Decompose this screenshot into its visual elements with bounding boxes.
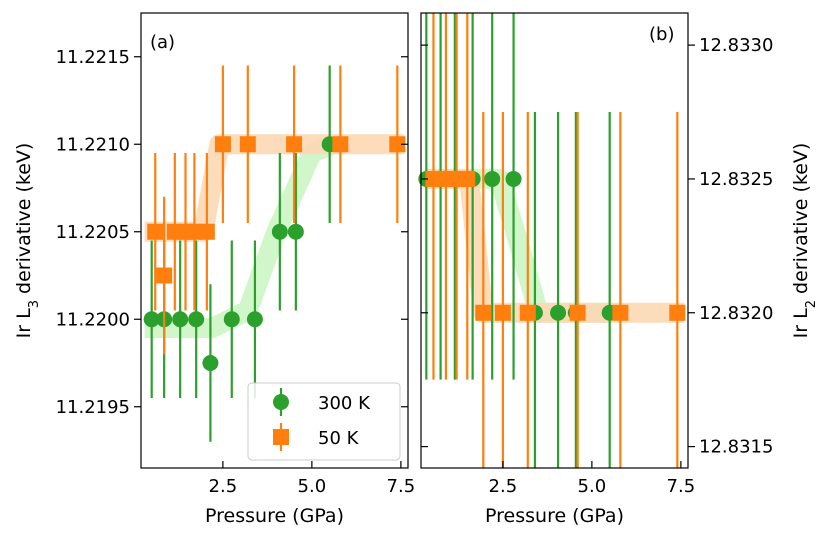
- panel-b-y-tick-label-1: 12.8320: [699, 303, 773, 324]
- legend-300k-marker: [273, 394, 289, 410]
- legend-300k-label: 300 K: [318, 393, 371, 414]
- panel-b-50k-point-9: [669, 304, 686, 321]
- panel-b-50k-point-3: [459, 170, 476, 187]
- panel-a-x-tick-label-0: 2.5: [209, 476, 238, 497]
- panel-a-frame: [140, 12, 409, 469]
- panel-a-50k-point-1: [156, 267, 173, 284]
- panel-a-y-label-main: Ir L: [13, 308, 35, 338]
- panel-b-ticks: 2.5 5.0 7.512.8315 12.8320 12.8325 12.8330: [421, 35, 773, 497]
- panel-a-300k-point-2: [172, 311, 189, 328]
- panel-b-y-tick-label-3: 12.8330: [699, 35, 773, 56]
- panel-a-label: (a): [150, 32, 175, 53]
- panel-b-50k-point-5: [494, 304, 511, 321]
- panel-a-50k-point-4: [186, 223, 203, 240]
- panel-b-50k-point-0: [425, 170, 442, 187]
- panel-a-y-axis-label: Ir L3 derivative (keV): [13, 143, 42, 339]
- panel-b-x-tick-label-1: 5.0: [578, 476, 607, 497]
- panel-a-y-tick-label-2: 11.2205: [56, 222, 130, 243]
- panel-b: 2.5 5.0 7.512.8315 12.8320 12.8325 12.8330 (b…: [418, 12, 819, 527]
- panel-a-data-marks: [143, 65, 406, 442]
- panel-b-300k-point-4: [484, 170, 501, 187]
- panel-a-300k-point-0: [143, 311, 160, 328]
- panel-a-ticks: 2.5 5.0 7.5 11.2195 11.2200 11.2205 11.2210 11.…: [56, 47, 416, 497]
- legend-50k-marker: [273, 429, 289, 445]
- legend: 300 K 50 K: [247, 382, 401, 461]
- panel-b-y-label-sub: 2: [804, 300, 819, 308]
- panel-a-300k-point-5: [223, 311, 240, 328]
- panel-b-y-label-main: Ir L: [790, 308, 812, 338]
- panel-a-300k-point-8: [287, 223, 304, 240]
- panel-b-50k-point-8: [612, 304, 629, 321]
- panel-a-300k-point-7: [271, 223, 288, 240]
- panel-a: 2.5 5.0 7.5 11.2195 11.2200 11.2205 11.2210 11.…: [13, 12, 416, 527]
- panel-a-x-tick-label-2: 7.5: [387, 476, 416, 497]
- panel-a-50k-point-0: [147, 223, 164, 240]
- panel-b-y-tick-label-2: 12.8325: [699, 169, 773, 190]
- panel-b-y-label-tail: derivative (keV): [790, 143, 812, 300]
- panel-b-50k-point-6: [519, 304, 536, 321]
- panel-a-300k-point-6: [246, 311, 263, 328]
- panel-a-50k-point-10: [389, 136, 406, 153]
- panel-b-x-tick-label-0: 2.5: [489, 476, 518, 497]
- panel-a-y-tick-label-3: 11.2210: [56, 134, 130, 155]
- panel-a-y-tick-label-1: 11.2200: [56, 309, 130, 330]
- panel-a-50k-point-5: [198, 223, 215, 240]
- panel-a-y-tick-label-4: 11.2215: [56, 47, 130, 68]
- panel-b-y-tick-label-0: 12.8315: [699, 437, 773, 458]
- legend-50k-label: 50 K: [318, 428, 360, 449]
- panel-b-x-axis-label: Pressure (GPa): [485, 505, 624, 527]
- panel-b-50k-point-7: [569, 304, 586, 321]
- panel-a-y-label-tail: derivative (keV): [13, 143, 35, 300]
- panel-a-50k-point-9: [332, 136, 349, 153]
- panel-b-data-marks: [418, 13, 686, 468]
- panel-b-300k-point-7: [550, 304, 567, 321]
- panel-a-300k-point-3: [188, 311, 205, 328]
- panel-b-50k-point-4: [475, 304, 492, 321]
- panel-b-label: (b): [649, 24, 674, 45]
- panel-b-x-tick-label-2: 7.5: [667, 476, 696, 497]
- panel-b-y-axis-label: Ir L2 derivative (keV): [790, 143, 819, 339]
- panel-b-300k-point-5: [505, 170, 522, 187]
- panel-a-50k-point-8: [286, 136, 303, 153]
- panel-a-50k-point-7: [239, 136, 256, 153]
- panel-a-300k-point-4: [202, 355, 219, 371]
- panel-b-frame: [420, 12, 689, 469]
- panel-a-x-tick-label-1: 5.0: [298, 476, 327, 497]
- panel-a-x-axis-label: Pressure (GPa): [205, 505, 344, 527]
- panel-a-50k-point-6: [214, 136, 231, 153]
- panel-a-y-label-sub: 3: [27, 300, 42, 308]
- panel-a-y-tick-label-0: 11.2195: [56, 397, 130, 418]
